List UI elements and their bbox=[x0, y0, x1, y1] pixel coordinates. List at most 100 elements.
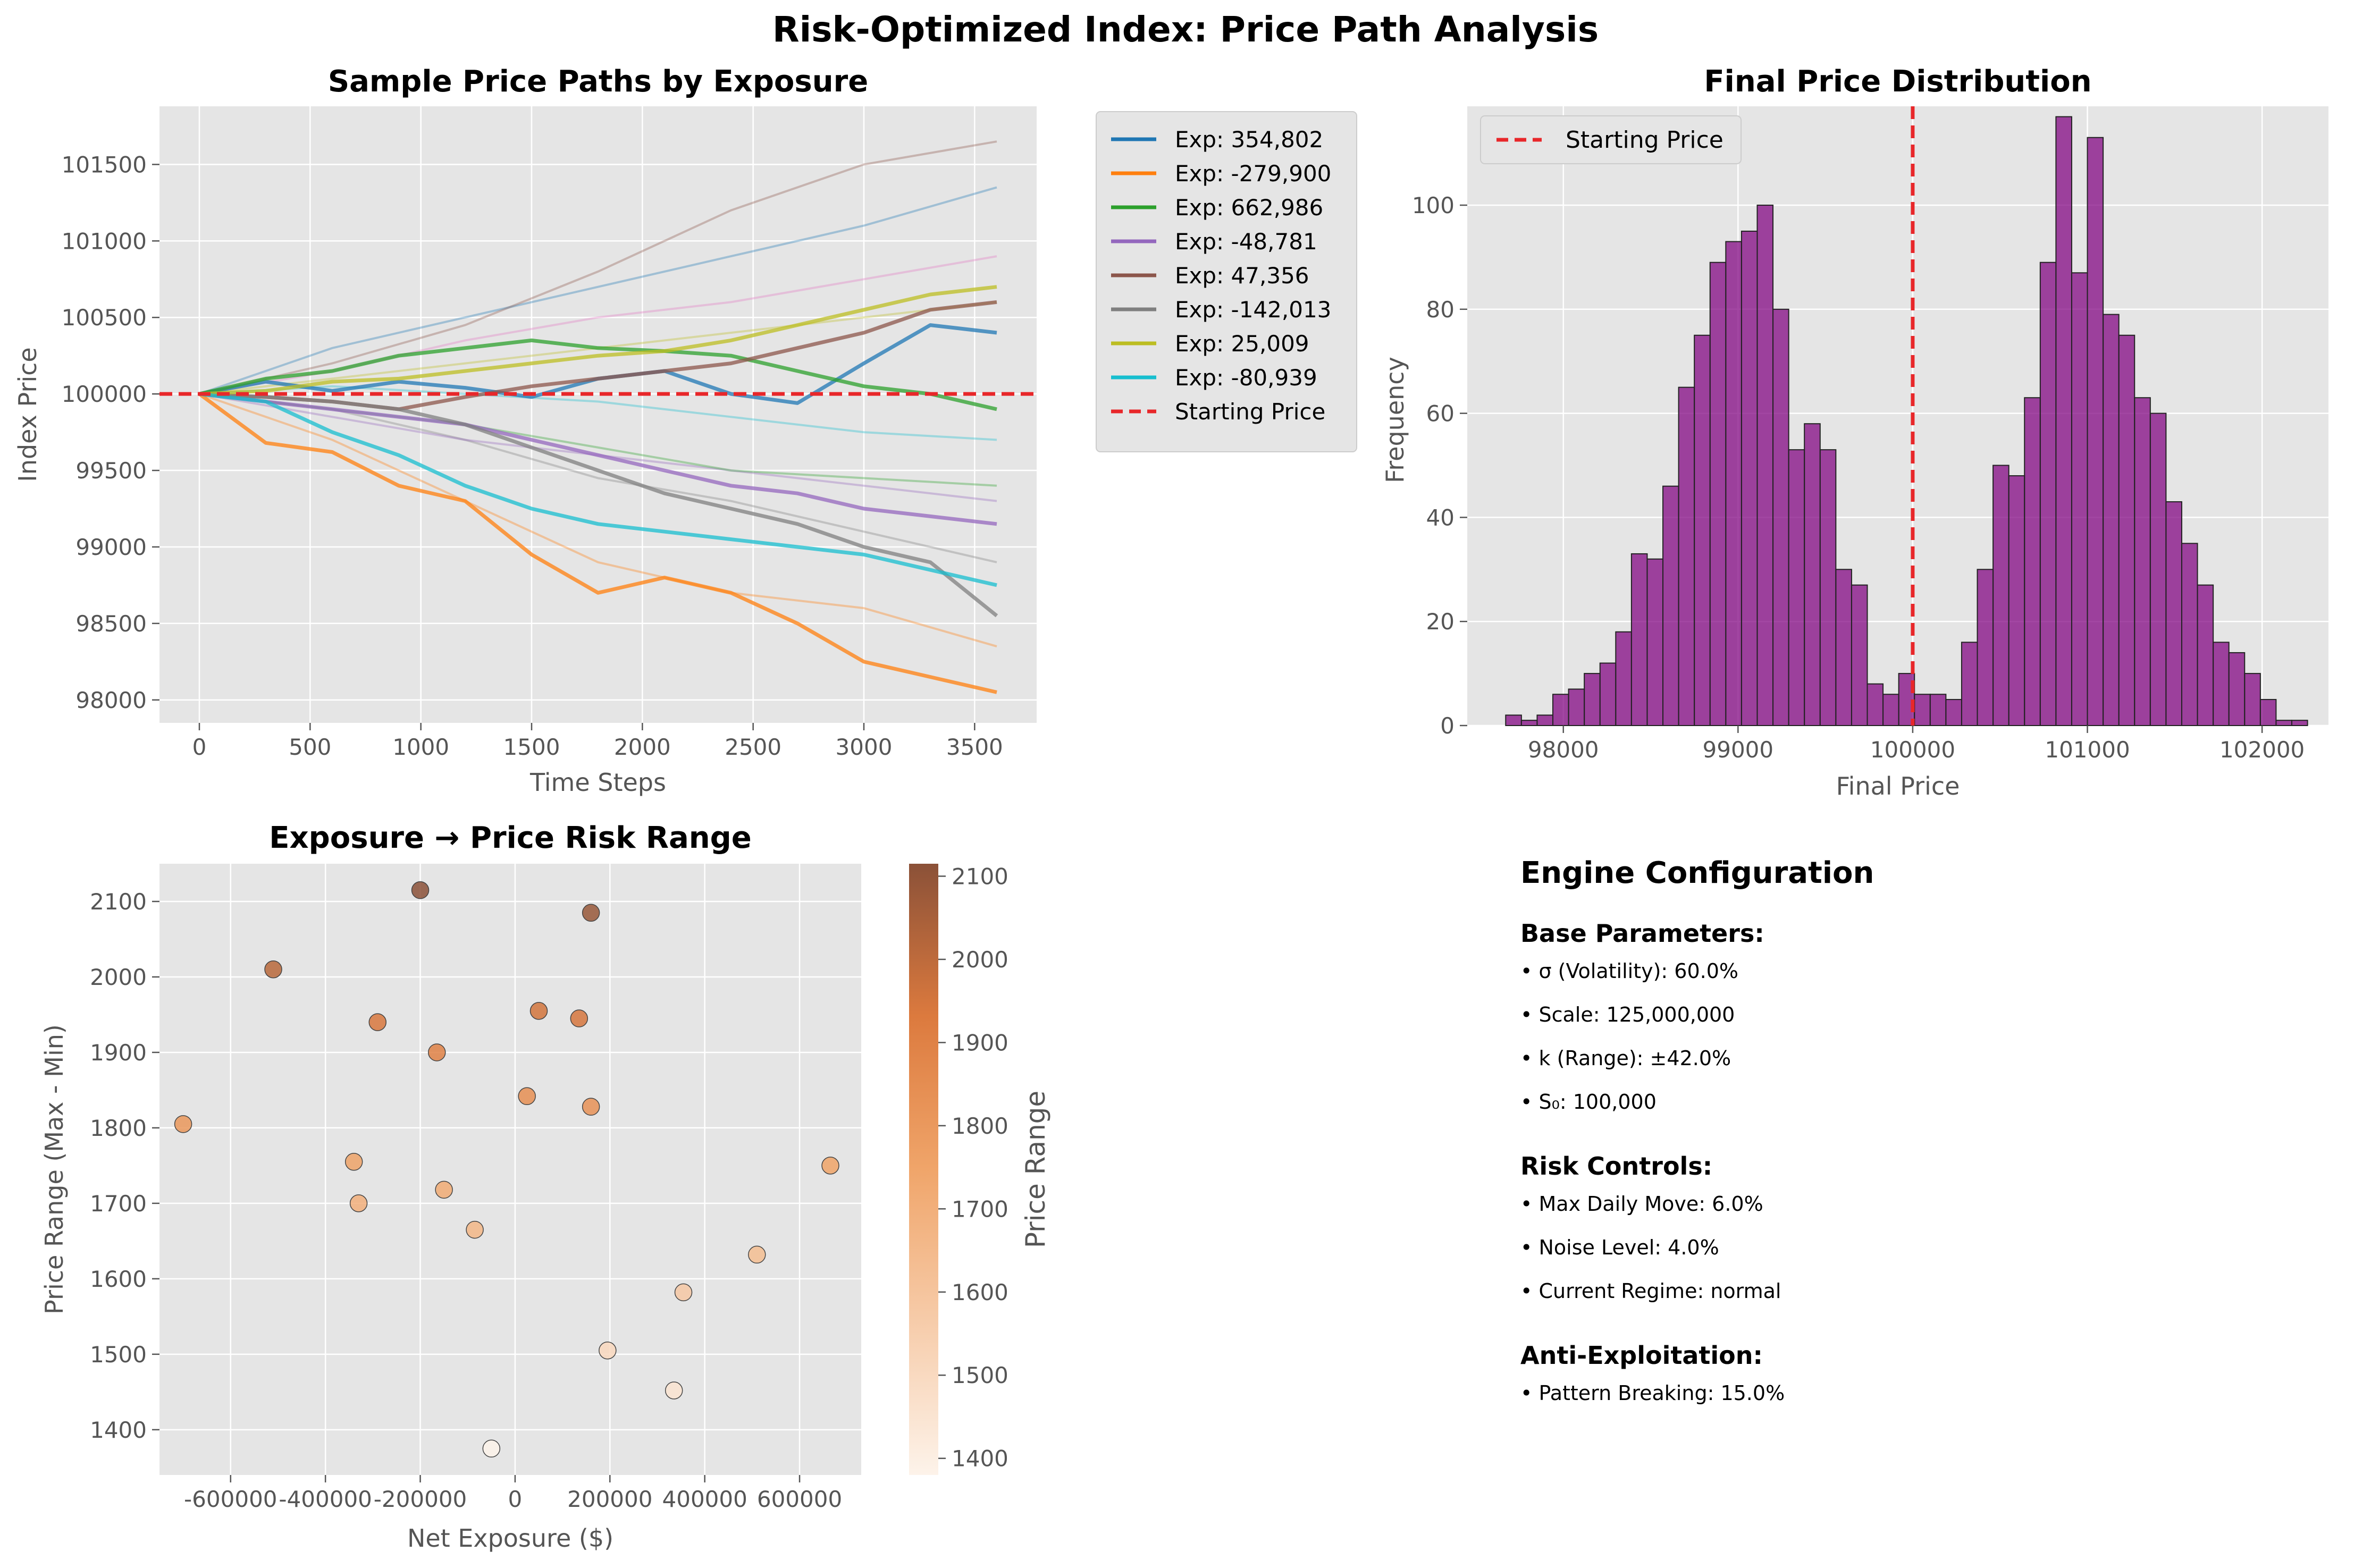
histogram-bar bbox=[1756, 205, 1774, 726]
colorbar bbox=[909, 864, 938, 1475]
y-tick-label: 100000 bbox=[62, 381, 147, 407]
price-paths-lines bbox=[159, 140, 1037, 694]
histogram-bar bbox=[1741, 230, 1758, 726]
scatter-point bbox=[344, 1153, 363, 1171]
price-path-line bbox=[199, 392, 998, 618]
config-noise-level: • Noise Level: 4.0% bbox=[1520, 1236, 1719, 1259]
histogram-bar bbox=[1552, 694, 1569, 726]
x-tick-label: 400000 bbox=[662, 1486, 747, 1512]
scatter-ylabel: Price Range (Max - Min) bbox=[40, 1024, 69, 1314]
scatter-point bbox=[482, 1439, 501, 1458]
colorbar-tick-label: 1600 bbox=[952, 1279, 1008, 1305]
price-path-line bbox=[199, 392, 997, 587]
y-tick-label: 99000 bbox=[75, 534, 147, 560]
histogram-bar bbox=[1788, 449, 1805, 726]
histogram-bar bbox=[1520, 720, 1538, 726]
engine-configuration-panel: Engine Configuration Base Parameters: • … bbox=[1520, 856, 2318, 1425]
config-s0: • S₀: 100,000 bbox=[1520, 1090, 1657, 1114]
y-tick-label: 100500 bbox=[62, 305, 147, 331]
histogram-bar bbox=[2291, 720, 2308, 726]
histogram-bar bbox=[2197, 584, 2214, 726]
histogram-ylabel: Frequency bbox=[1381, 357, 1409, 483]
legend-label: Exp: 662,986 bbox=[1175, 195, 1323, 221]
histogram-bar bbox=[1505, 714, 1522, 726]
scatter-point bbox=[368, 1013, 387, 1031]
histogram-bar bbox=[2259, 699, 2277, 726]
legend-frame bbox=[1096, 111, 1357, 452]
y-tick-label: 1500 bbox=[90, 1342, 147, 1368]
y-tick-label: 40 bbox=[1426, 504, 1454, 530]
scatter-point bbox=[349, 1194, 368, 1212]
legend-label: Starting Price bbox=[1175, 399, 1325, 425]
x-tick-label: -200000 bbox=[374, 1486, 467, 1512]
scatter-point bbox=[466, 1220, 484, 1239]
histogram-bar bbox=[2087, 137, 2104, 726]
y-tick-label: 1400 bbox=[90, 1417, 147, 1443]
config-volatility: • σ (Volatility): 60.0% bbox=[1520, 959, 1739, 983]
colorbar-tick-label: 2100 bbox=[952, 863, 1008, 889]
x-tick-label: 102000 bbox=[2219, 737, 2305, 763]
scatter-ticks: -600000 -400000 -200000 0 200000 400000 600000… bbox=[90, 889, 842, 1512]
faint-price-path bbox=[199, 140, 997, 395]
histogram-bar bbox=[2118, 334, 2135, 726]
histogram-bar bbox=[1630, 553, 1648, 726]
histogram-bar bbox=[1945, 699, 1962, 726]
legend-label: Exp: -80,939 bbox=[1175, 365, 1317, 391]
histogram-title: Final Price Distribution bbox=[1704, 64, 2091, 99]
price-path-line bbox=[199, 392, 997, 526]
x-tick-label: 99000 bbox=[1703, 737, 1774, 763]
scatter-point bbox=[174, 1115, 192, 1133]
scatter-point bbox=[674, 1283, 693, 1302]
histogram-bar bbox=[1882, 694, 1899, 726]
y-tick-label: 80 bbox=[1426, 297, 1454, 323]
histogram-bar bbox=[2275, 720, 2292, 726]
histogram-bar bbox=[2181, 543, 2198, 727]
scatter-point bbox=[411, 881, 430, 899]
scatter-xlabel: Net Exposure ($) bbox=[407, 1524, 613, 1553]
histogram-legend: Starting Price bbox=[1480, 115, 1742, 164]
price-path-line bbox=[199, 285, 997, 396]
scatter-point bbox=[665, 1381, 683, 1400]
histogram-bar bbox=[2039, 262, 2057, 727]
price-path-line bbox=[198, 392, 997, 694]
histogram-bar bbox=[1568, 688, 1585, 726]
scatter-point bbox=[518, 1087, 536, 1106]
price-path-line bbox=[199, 338, 997, 411]
scatter-point bbox=[582, 1098, 600, 1116]
scatter-point bbox=[428, 1043, 446, 1061]
x-tick-label: 100000 bbox=[1870, 737, 1955, 763]
base-parameters-heading: Base Parameters: bbox=[1520, 919, 1764, 948]
histogram-bars bbox=[1505, 106, 2308, 727]
histogram-bar bbox=[2134, 397, 2151, 726]
y-tick-label: 20 bbox=[1426, 609, 1454, 635]
price-paths-plot-area bbox=[159, 106, 1037, 723]
price-paths-panel: 0 500 1000 1500 2000 2500 3000 3500 98000 98500 99… bbox=[13, 64, 1357, 797]
scatter-point bbox=[748, 1245, 766, 1264]
histogram-bar bbox=[1866, 683, 1884, 726]
histogram-bar bbox=[1851, 584, 1868, 726]
scatter-point bbox=[570, 1009, 588, 1027]
y-tick-label: 98500 bbox=[75, 611, 147, 637]
legend-label: Exp: -279,900 bbox=[1175, 161, 1331, 187]
scatter-plot-area bbox=[159, 864, 861, 1475]
y-tick-label: 98000 bbox=[75, 687, 147, 713]
x-tick-label: 3500 bbox=[946, 734, 1003, 760]
y-tick-label: 101000 bbox=[62, 228, 147, 254]
histogram-bar bbox=[2228, 652, 2246, 726]
colorbar-label: Price Range bbox=[1020, 1091, 1051, 1248]
histogram-bar bbox=[1615, 631, 1632, 726]
histogram-xlabel: Final Price bbox=[1836, 772, 1960, 800]
histogram-bar bbox=[1536, 714, 1554, 726]
histogram-ticks: 98000 99000 100000 101000 102000 0 20 40 60 80 100 bbox=[1412, 192, 2305, 763]
histogram-bar bbox=[1646, 558, 1664, 726]
x-tick-label: 98000 bbox=[1528, 737, 1599, 763]
y-tick-label: 60 bbox=[1426, 401, 1454, 427]
histogram-bar bbox=[1992, 465, 2010, 726]
x-tick-label: -400000 bbox=[279, 1486, 372, 1512]
y-tick-label: 1900 bbox=[90, 1040, 147, 1066]
config-title: Engine Configuration bbox=[1520, 856, 1874, 890]
scatter-point bbox=[264, 960, 282, 979]
price-paths-ylabel: Index Price bbox=[13, 347, 42, 482]
histogram-bar bbox=[1929, 694, 1947, 726]
